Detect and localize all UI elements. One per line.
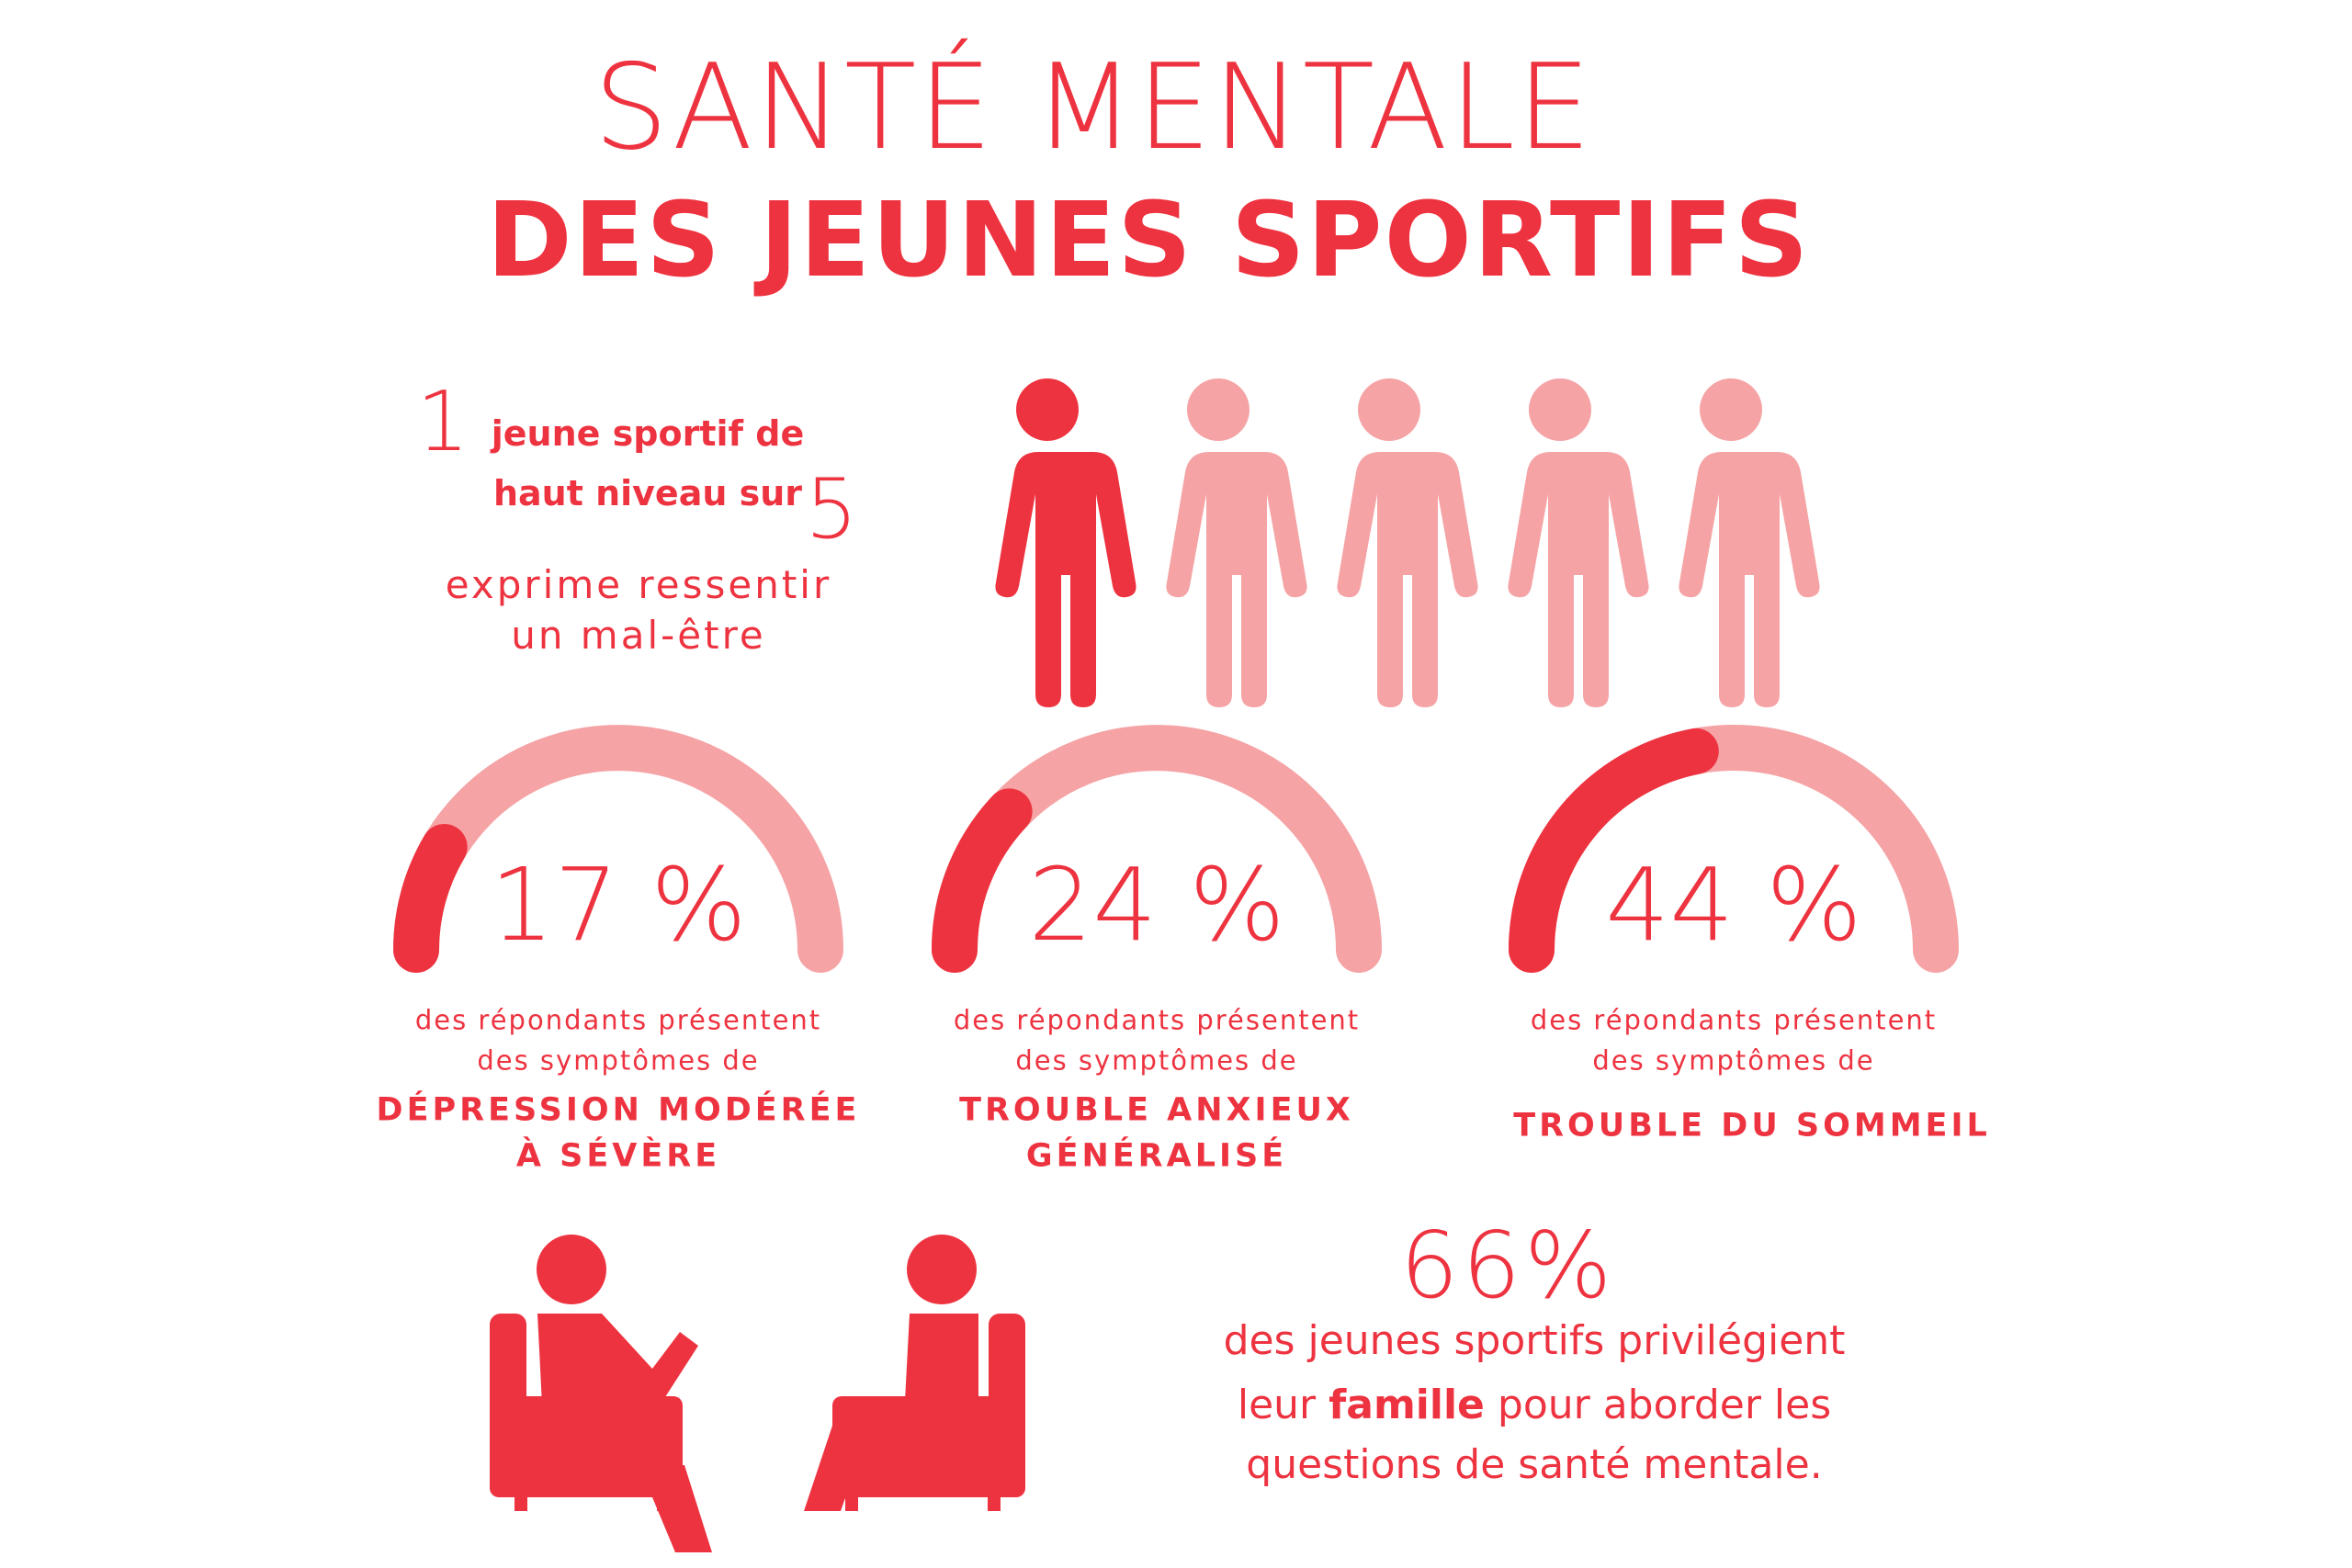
family-figure: 66% — [1399, 1212, 1616, 1319]
family-text: leur famille pour aborder les — [1238, 1385, 1831, 1426]
person-head — [1016, 378, 1079, 441]
gauge-caption: des symptômes de — [1592, 1044, 1875, 1077]
family-bold: famille — [1329, 1382, 1485, 1428]
armchair-right — [804, 1235, 1025, 1511]
ratio-numerator: 1 — [416, 374, 469, 470]
person-head — [1529, 378, 1591, 441]
gauge-label: 24 % — [1028, 846, 1285, 964]
person-body — [1508, 452, 1649, 707]
ratio-denominator: 5 — [805, 461, 858, 558]
gauge-caption: des répondants présentent — [953, 1004, 1361, 1036]
ratio-text: jeune sportif de — [491, 413, 805, 454]
gauge-heading: DÉPRESSION MODÉRÉE — [376, 1091, 861, 1129]
family-text: des jeunes sportifs privilégient — [1223, 1317, 1846, 1364]
title-line1: SANTÉ MENTALE — [594, 39, 1593, 176]
gauge-label: 44 % — [1605, 846, 1862, 964]
title-line2: DES JEUNES SPORTIFS — [486, 181, 1811, 300]
gauge-caption: des symptômes de — [1015, 1044, 1298, 1077]
gauge-caption: des répondants présentent — [414, 1004, 822, 1036]
gauge-value — [1509, 728, 1719, 973]
person-head — [1700, 378, 1762, 441]
gauge-value — [393, 824, 468, 973]
person-body — [1166, 452, 1307, 707]
gauge-caption: des répondants présentent — [1530, 1004, 1938, 1036]
gauge-heading: GÉNÉRALISÉ — [1025, 1137, 1288, 1175]
gauge-caption: des symptômes de — [477, 1044, 760, 1077]
armchair-left — [490, 1235, 712, 1552]
gauge-label: 17 % — [490, 846, 747, 964]
ratio-caption: exprime ressentir — [445, 562, 832, 607]
gauge-heading: TROUBLE DU SOMMEIL — [1513, 1107, 1991, 1145]
family-text: questions de santé mentale. — [1246, 1441, 1823, 1488]
person-body — [1679, 452, 1820, 707]
person-head — [1187, 378, 1250, 441]
gauge-value — [932, 788, 1033, 973]
gauge-heading: À SÉVÈRE — [515, 1137, 721, 1175]
ratio-caption: un mal-être — [511, 613, 766, 658]
person-head — [1358, 378, 1420, 441]
ratio-text: haut niveau sur — [492, 473, 803, 513]
family-text: leur — [1237, 1382, 1317, 1428]
person-body — [1337, 452, 1478, 707]
family-text: pour aborder les — [1497, 1382, 1832, 1428]
gauge-heading: TROUBLE ANXIEUX — [959, 1091, 1354, 1129]
person-body — [995, 452, 1136, 707]
